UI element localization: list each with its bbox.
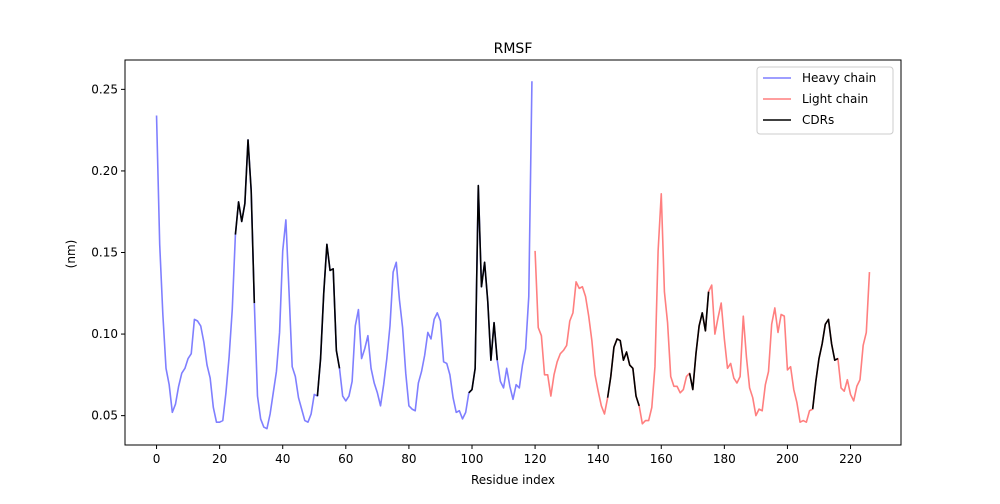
x-tick-label: 140 (587, 452, 610, 466)
y-tick-label: 0.20 (91, 164, 118, 178)
x-tick-label: 20 (212, 452, 227, 466)
heavy-chain-series-line (155, 81, 533, 430)
y-axis-label: (nm) (64, 240, 78, 269)
y-tick-label: 0.25 (91, 82, 118, 96)
y-tick-label: 0.05 (91, 409, 118, 423)
x-tick-label: 60 (338, 452, 353, 466)
cdrs-series-line-5 (688, 291, 710, 391)
x-axis-label: Residue index (471, 473, 555, 487)
cdrs-series-line-4 (606, 338, 640, 407)
x-tick-label: 180 (713, 452, 736, 466)
chart-title: RMSF (494, 41, 533, 57)
x-tick-label: 220 (839, 452, 862, 466)
legend-box (756, 66, 894, 135)
plot-frame (124, 59, 902, 446)
cdrs-series-line-3 (468, 184, 499, 394)
legend-label-cdrs: CDRs (802, 113, 834, 127)
light-chain-series-line (534, 192, 871, 425)
x-tick-label: 160 (650, 452, 673, 466)
x-tick-label: 0 (153, 452, 161, 466)
x-axis: 0 20 40 60 80 100 120 140 160 180 200 220 (153, 445, 862, 466)
y-tick-label: 0.10 (91, 327, 118, 341)
x-tick-label: 40 (275, 452, 290, 466)
legend: Heavy chain Light chain CDRs (756, 66, 894, 135)
cdrs-series-line-2 (316, 243, 341, 397)
legend-label-light-chain: Light chain (802, 92, 868, 106)
x-tick-label: 100 (461, 452, 484, 466)
legend-label-heavy-chain: Heavy chain (802, 71, 876, 85)
y-axis: 0.05 0.10 0.15 0.20 0.25 (91, 82, 125, 423)
x-tick-label: 200 (776, 452, 799, 466)
plot-area (155, 81, 871, 430)
x-tick-label: 120 (524, 452, 547, 466)
y-tick-label: 0.15 (91, 246, 118, 260)
cdrs-series-line-6 (811, 318, 839, 410)
cdrs-series-line-1 (234, 139, 256, 304)
x-tick-label: 80 (401, 452, 416, 466)
